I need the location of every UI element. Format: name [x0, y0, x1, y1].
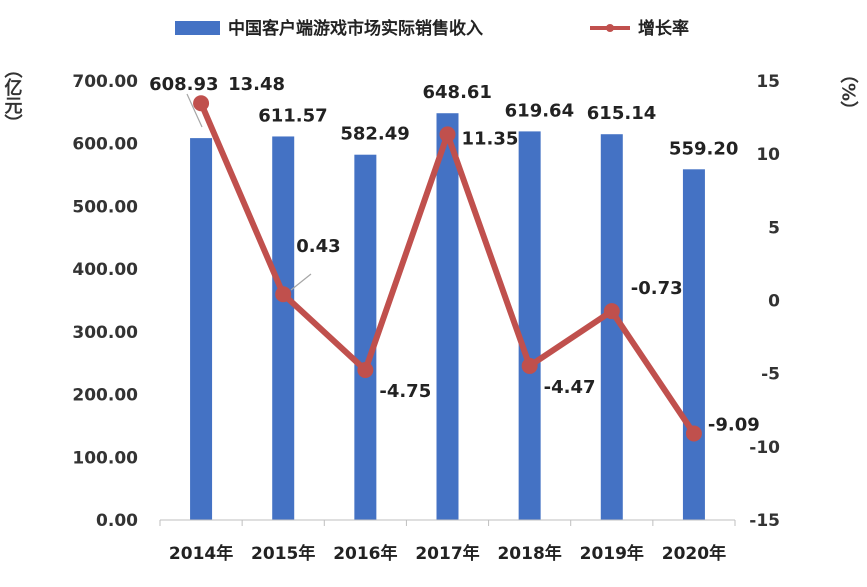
- left-axis-tick-label: 600.00: [72, 135, 138, 155]
- x-axis-category-label: 2016年: [333, 543, 397, 564]
- left-axis-tick-label: 200.00: [72, 386, 138, 406]
- left-axis-unit: （亿元）: [2, 60, 23, 132]
- x-axis-category-label: 2015年: [251, 543, 315, 564]
- bar: [354, 154, 377, 520]
- right-axis-unit: （%）: [838, 65, 859, 119]
- x-axis-category-label: 2019年: [580, 543, 644, 564]
- x-axis-category-label: 2018年: [497, 543, 561, 564]
- left-axis-tick-label: 100.00: [72, 448, 138, 468]
- right-axis-ticks: -15 -10 -5 0 5 10 15: [749, 72, 780, 531]
- bar-data-label: 648.61: [423, 82, 492, 103]
- legend-bar-swatch: [175, 21, 220, 35]
- legend: 中国客户端游戏市场实际销售收入 增长率: [175, 18, 689, 39]
- line-data-label: -0.73: [631, 278, 683, 299]
- line-data-labels: 13.48 0.43 -4.75 11.35 -4.47 -0.73 -9.09: [228, 74, 760, 435]
- x-axis-labels: 2014年 2015年 2016年 2017年 2018年 2019年 2020年: [169, 543, 726, 564]
- bar-data-label: 582.49: [340, 124, 409, 145]
- right-axis-title: （%）: [838, 65, 859, 119]
- left-axis-title: （亿元）: [2, 60, 23, 132]
- legend-line-label: 增长率: [638, 18, 689, 39]
- left-axis-tick-label: 0.00: [96, 511, 138, 531]
- line-data-label: -9.09: [708, 415, 760, 436]
- line-data-label: 11.35: [462, 128, 519, 149]
- bar: [272, 136, 295, 520]
- line-data-label: 13.48: [228, 74, 285, 95]
- leader-line: [186, 93, 203, 128]
- legend-line-marker: [606, 24, 614, 32]
- bar: [682, 169, 705, 521]
- legend-bar-label: 中国客户端游戏市场实际销售收入: [228, 18, 483, 39]
- bar-data-label: 559.20: [669, 138, 738, 159]
- bar-data-labels: 608.93 611.57 582.49 648.61 619.64 615.14 559.…: [149, 74, 738, 159]
- left-axis-tick-label: 700.00: [72, 72, 138, 92]
- x-axis-category-label: 2014年: [169, 543, 233, 564]
- bar: [600, 134, 623, 520]
- leader-lines: [186, 93, 312, 291]
- left-axis-tick-label: 500.00: [72, 197, 138, 217]
- x-axis-category-label: 2020年: [662, 543, 726, 564]
- right-axis-tick-label: -10: [749, 438, 780, 458]
- growth-rate-marker: [193, 95, 210, 112]
- x-axis-ticks: [159, 520, 736, 526]
- right-axis-tick-label: -5: [761, 365, 780, 385]
- leader-line: [290, 273, 312, 291]
- right-axis-tick-label: 10: [756, 145, 780, 165]
- left-axis-tick-label: 400.00: [72, 260, 138, 280]
- bar-data-label: 619.64: [505, 100, 574, 121]
- bar-data-label: 611.57: [258, 105, 327, 126]
- growth-rate-marker: [603, 303, 620, 320]
- right-axis-tick-label: 5: [768, 218, 780, 238]
- x-axis-category-label: 2017年: [415, 543, 479, 564]
- right-axis-tick-label: -15: [749, 511, 780, 531]
- right-axis-tick-label: 0: [768, 292, 780, 312]
- left-axis-tick-label: 300.00: [72, 323, 138, 343]
- line-data-label: -4.47: [544, 377, 596, 398]
- line-data-label: -4.75: [379, 381, 431, 402]
- line-data-label: 0.43: [296, 236, 340, 257]
- bar: [518, 131, 541, 520]
- growth-rate-marker: [521, 357, 538, 374]
- line-series: [193, 95, 702, 442]
- growth-rate-marker: [439, 126, 456, 143]
- growth-rate-marker: [275, 286, 292, 303]
- right-axis-tick-label: 15: [756, 72, 780, 92]
- bar-series: [190, 113, 705, 521]
- bar-data-label: 608.93: [149, 74, 218, 95]
- growth-rate-marker: [357, 362, 374, 379]
- bar: [436, 113, 459, 520]
- bar: [190, 138, 213, 521]
- growth-rate-marker: [685, 425, 702, 442]
- bar-data-label: 615.14: [587, 103, 656, 124]
- left-axis-ticks: 0.00 100.00 200.00 300.00 400.00 500.00 600.00…: [72, 72, 138, 531]
